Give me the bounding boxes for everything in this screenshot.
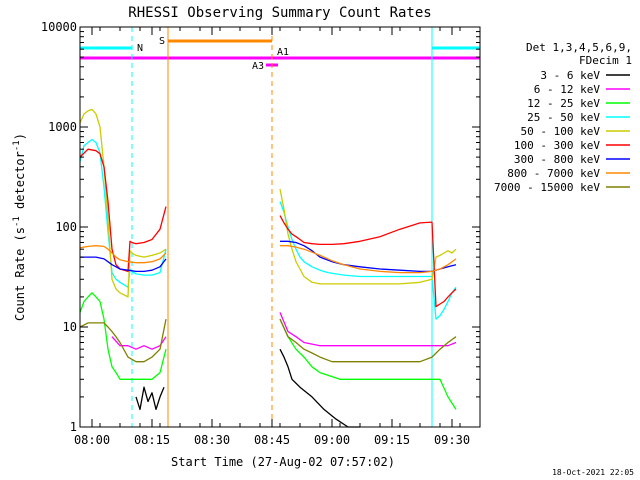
series-4-segment-0 [79, 108, 167, 298]
x-tick-label-1: 08:15 [134, 433, 170, 447]
y-tick-label-1: 10 [63, 320, 77, 334]
series-2-segment-1 [279, 318, 457, 410]
state-label-a1: A1 [277, 47, 289, 58]
axes: 08:00 08:15 08:30 08:45 09:00 09:15 09:30 1 10 10… [41, 20, 480, 447]
series-7-segment-1 [280, 245, 457, 274]
y-label-sup1: -1 [12, 216, 22, 227]
series-4-segment-1 [279, 188, 457, 285]
series-1-segment-1 [279, 312, 457, 347]
y-label-mid: detector [13, 151, 27, 216]
series-8-segment-1 [279, 318, 457, 363]
x-tick-label-6: 09:30 [434, 433, 470, 447]
x-tick-label-3: 08:45 [254, 433, 290, 447]
series-3-segment-1 [279, 201, 457, 320]
y-label-end: ) [13, 133, 27, 140]
y-label-sup2: -1 [12, 140, 22, 151]
legend-entry-label-5: 100 - 300 keV [514, 139, 600, 152]
state-bars: N S A1 A3 [80, 36, 480, 72]
legend-entry-label-7: 800 - 7000 keV [507, 167, 600, 180]
series-lines [79, 108, 457, 428]
state-label-n: N [137, 43, 143, 54]
y-tick-label-0: 1 [70, 420, 77, 434]
legend-header-detectors: Det 1,3,4,5,6,9, [526, 41, 632, 54]
y-label-main: Count Rate (s [13, 227, 27, 321]
x-tick-label-0: 08:00 [74, 433, 110, 447]
legend-entry-label-3: 25 - 50 keV [527, 111, 600, 124]
footer-timestamp: 18-Oct-2021 22:05 [552, 468, 634, 477]
y-tick-label-2: 100 [55, 220, 77, 234]
legend-entry-label-2: 12 - 25 keV [527, 97, 600, 110]
legend-header-decim: FDecim 1 [579, 54, 632, 67]
state-label-a3: A3 [252, 61, 264, 72]
series-7-segment-0 [79, 245, 167, 264]
legend-entry-label-6: 300 - 800 keV [514, 153, 600, 166]
y-tick-label-3: 1000 [48, 120, 77, 134]
legend-entry-label-0: 3 - 6 keV [540, 69, 600, 82]
legend-entry-label-1: 6 - 12 keV [534, 83, 601, 96]
x-tick-label-4: 09:00 [314, 433, 350, 447]
x-axis-label: Start Time (27-Aug-02 07:57:02) [171, 455, 395, 469]
chart-title: RHESSI Observing Summary Count Rates [128, 5, 431, 21]
x-tick-label-2: 08:30 [194, 433, 230, 447]
series-8-segment-0 [79, 318, 167, 363]
y-tick-label-4: 10000 [41, 20, 77, 34]
series-3-segment-0 [79, 138, 167, 288]
series-5-segment-1 [279, 215, 457, 308]
series-0-segment-0 [135, 386, 165, 411]
y-axis-label: Count Rate (s-1 detector-1) [12, 133, 27, 321]
legend-entry-label-4: 50 - 100 keV [521, 125, 601, 138]
x-tick-label-5: 09:15 [374, 433, 410, 447]
state-label-s: S [159, 36, 165, 47]
legend-entry-label-8: 7000 - 15000 keV [494, 181, 600, 194]
series-0-segment-1 [279, 348, 360, 428]
series-6-segment-0 [80, 256, 167, 273]
series-2-segment-0 [79, 292, 167, 380]
